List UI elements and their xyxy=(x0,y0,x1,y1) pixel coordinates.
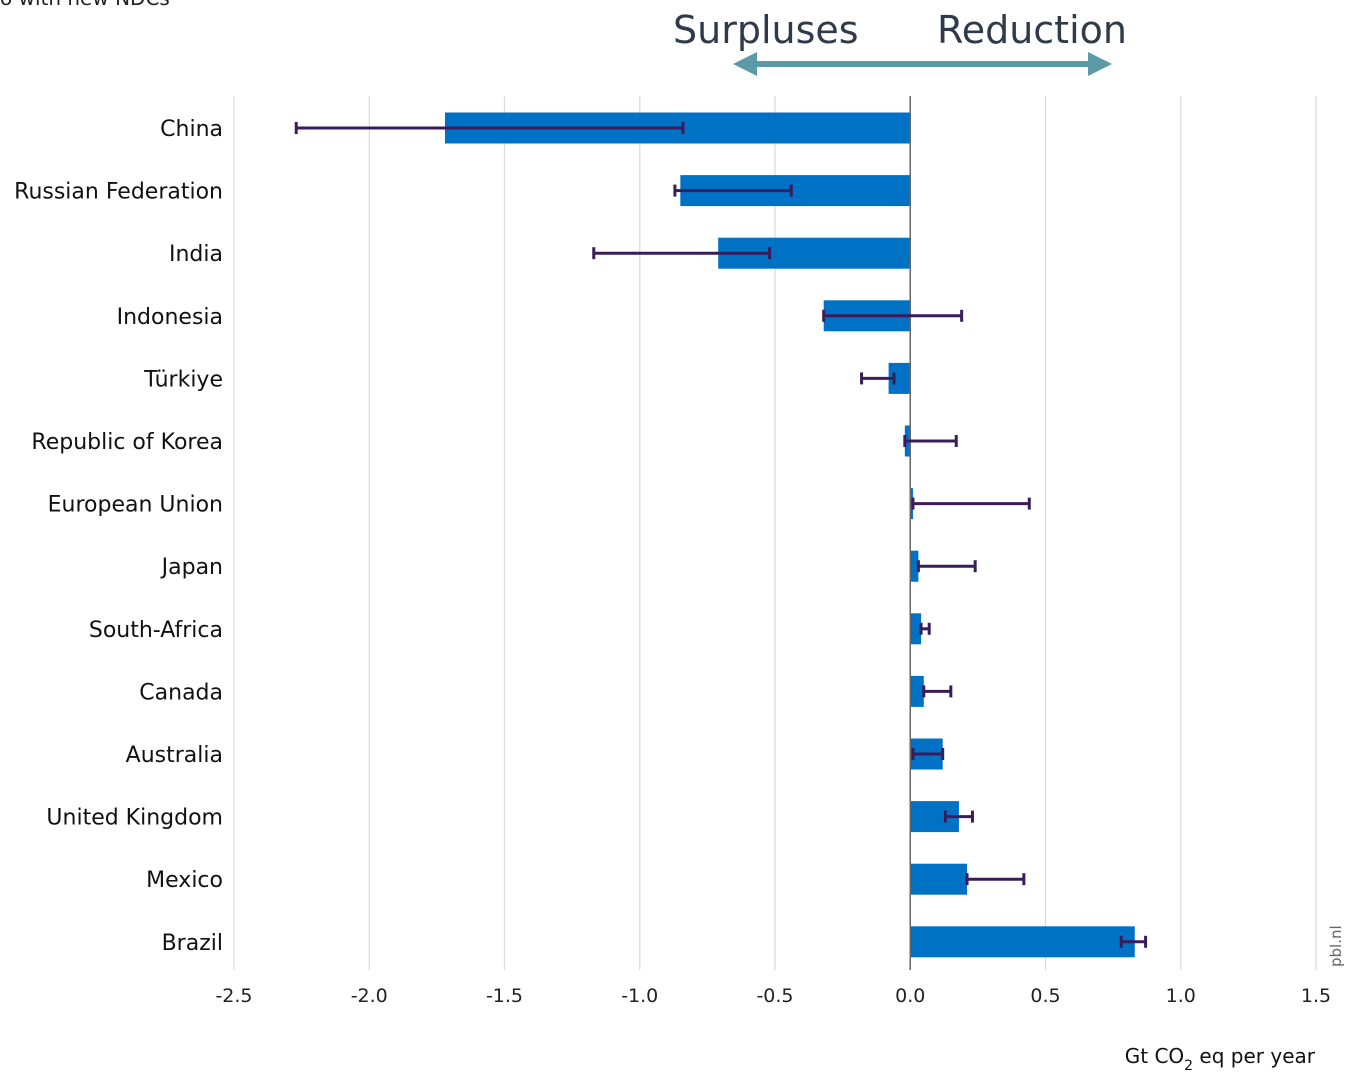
x-tick-label: -1.5 xyxy=(486,985,523,1007)
unit-after: eq per year xyxy=(1193,1044,1316,1068)
category-labels: China Russian Federation India Indonesia Tür… xyxy=(14,117,223,956)
unit-subscript: 2 xyxy=(1184,1058,1193,1073)
error-bar xyxy=(822,309,964,322)
x-tick-label: 0.0 xyxy=(895,985,925,1007)
x-tick-label: 1.5 xyxy=(1301,985,1331,1007)
unit-before: Gt CO xyxy=(1125,1044,1184,1068)
bar xyxy=(910,675,924,707)
bars xyxy=(444,112,1135,958)
category-label: China xyxy=(160,117,223,142)
category-label: Brazil xyxy=(162,931,223,956)
error-bars xyxy=(294,122,1148,948)
bar xyxy=(910,863,968,895)
error-bar xyxy=(1119,935,1148,948)
bar xyxy=(910,926,1135,958)
category-label: Türkiye xyxy=(143,367,223,392)
category-label: South-Africa xyxy=(89,618,223,643)
x-axis-ticks: -2.5 -2.0 -1.5 -1.0 -0.5 0.0 0.5 1.0 1.5 xyxy=(215,985,1331,1007)
error-bar xyxy=(673,184,793,197)
error-bar xyxy=(919,622,931,635)
category-label: Russian Federation xyxy=(14,180,223,205)
grid-lines xyxy=(233,96,1317,970)
reduction-label: Reduction xyxy=(937,8,1127,52)
error-bar xyxy=(943,810,974,823)
x-tick-label: 1.0 xyxy=(1166,985,1196,1007)
bar xyxy=(910,613,922,645)
category-label: United Kingdom xyxy=(46,806,223,831)
category-label: Indonesia xyxy=(117,305,223,330)
error-bar xyxy=(916,560,977,573)
chart-caption: o with new NDCs xyxy=(0,0,170,10)
error-bar xyxy=(965,873,1026,886)
category-label: India xyxy=(169,242,223,267)
error-bar xyxy=(911,748,945,760)
x-tick-label: 0.5 xyxy=(1030,985,1060,1007)
error-bar xyxy=(911,497,1031,510)
error-bar xyxy=(903,435,958,447)
category-label: Republic of Korea xyxy=(31,430,223,455)
category-label: European Union xyxy=(48,493,223,518)
category-label: Australia xyxy=(126,743,223,768)
category-label: Mexico xyxy=(146,868,223,893)
source-label: pbl.nl xyxy=(1327,925,1345,967)
bar xyxy=(888,362,911,394)
x-axis-unit-label: Gt CO2 eq per year xyxy=(1125,1044,1316,1073)
x-tick-label: -2.0 xyxy=(351,985,388,1007)
category-label: Japan xyxy=(160,555,223,580)
x-tick-label: -2.5 xyxy=(215,985,252,1007)
category-label: Canada xyxy=(139,680,223,705)
error-bar xyxy=(860,372,896,385)
error-bar xyxy=(294,122,685,134)
x-tick-label: -0.5 xyxy=(756,985,793,1007)
error-bar xyxy=(922,685,953,698)
bar xyxy=(910,550,919,582)
surpluses-label: Surpluses xyxy=(673,8,859,52)
x-tick-label: -1.0 xyxy=(621,985,658,1007)
error-bar xyxy=(592,247,772,260)
